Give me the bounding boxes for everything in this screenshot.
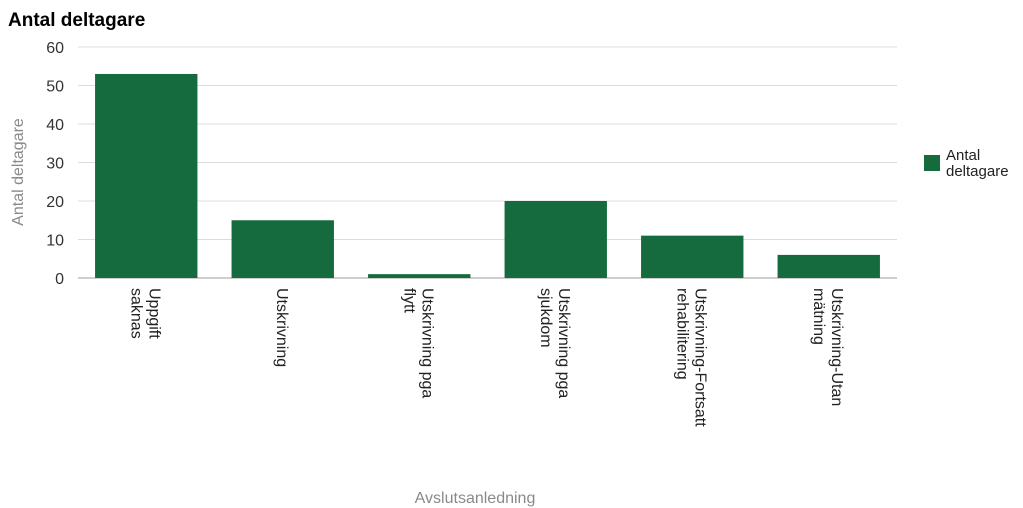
bar[interactable] bbox=[95, 73, 198, 278]
legend-label: deltagare bbox=[946, 163, 1009, 180]
legend-label: Antal bbox=[946, 147, 980, 164]
y-tick-label: 40 bbox=[46, 117, 64, 134]
y-tick-label: 30 bbox=[46, 156, 64, 173]
x-category-label-line: Utskrivning pga bbox=[418, 288, 435, 398]
y-axis-title: Antal deltagare bbox=[10, 118, 27, 226]
y-tick-label: 0 bbox=[55, 271, 64, 288]
bar[interactable] bbox=[777, 254, 880, 278]
x-category-label-line: flytt bbox=[400, 288, 417, 313]
y-axis-ticks: 0 10 20 30 40 50 60 bbox=[46, 40, 64, 288]
x-category-label-line: sjukdom bbox=[537, 288, 554, 348]
x-category-label-line: Utskrivning pga bbox=[555, 288, 572, 398]
x-category-label-line: rehabilitering bbox=[673, 288, 690, 380]
x-category-label: Utskrivning bbox=[273, 288, 290, 367]
bar[interactable] bbox=[368, 274, 471, 278]
x-category-label-line: Uppgift bbox=[145, 288, 162, 339]
bars bbox=[95, 73, 880, 278]
bar[interactable] bbox=[504, 201, 607, 278]
grid-lines bbox=[78, 46, 897, 279]
y-tick-label: 50 bbox=[46, 79, 64, 96]
x-category-label-line: saknas bbox=[127, 288, 144, 339]
x-category-label-line: Utskrivning-Utan bbox=[828, 288, 845, 406]
bar[interactable] bbox=[231, 220, 334, 278]
legend-swatch bbox=[924, 155, 940, 171]
chart-title: Antal deltagare bbox=[8, 10, 145, 31]
x-axis-title: Avslutsanledning bbox=[415, 490, 536, 507]
y-tick-label: 10 bbox=[46, 233, 64, 250]
bar[interactable] bbox=[641, 235, 744, 278]
x-category-label-line: mätning bbox=[810, 288, 827, 345]
x-category-label-line: Utskrivning-Fortsatt bbox=[691, 288, 708, 427]
y-tick-label: 20 bbox=[46, 194, 64, 211]
y-tick-label: 60 bbox=[46, 40, 64, 57]
x-category-label-line: Utskrivning bbox=[273, 288, 290, 367]
